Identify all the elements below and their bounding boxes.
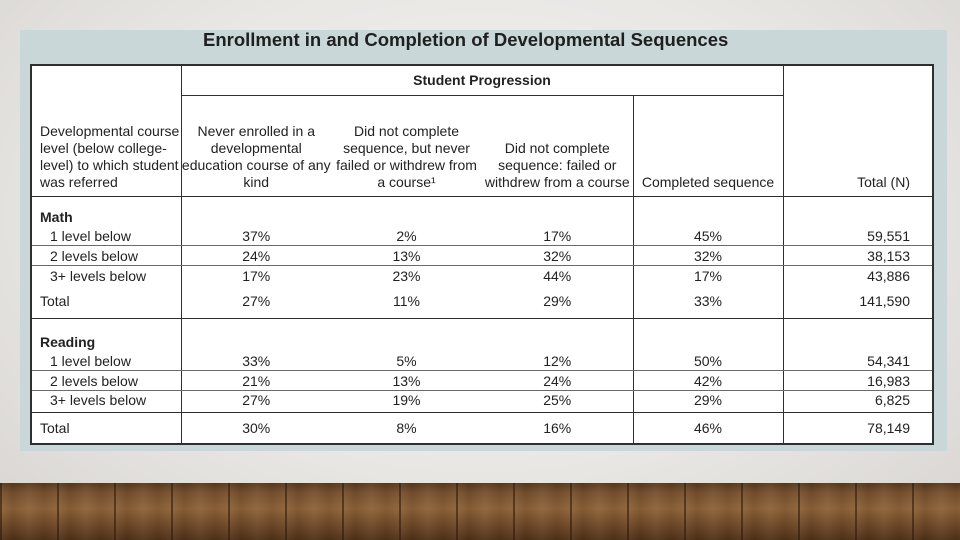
- table-row: 1 level below 37% 2% 17% 45% 59,551: [32, 226, 932, 246]
- header-student-progression: Student Progression: [180, 66, 783, 96]
- header-not-complete-failed: Did not complete sequence: failed or wit…: [482, 95, 633, 197]
- header-completed: Completed sequence: [632, 95, 783, 197]
- section-label-math: Math: [40, 209, 73, 225]
- table-row: 2 levels below 24% 13% 32% 32% 38,153: [32, 245, 932, 266]
- enrollment-table: Developmental course level (below colleg…: [30, 64, 934, 445]
- slide-title: Enrollment in and Completion of Developm…: [203, 29, 729, 50]
- header-course-level: Developmental course level (below colleg…: [32, 66, 181, 197]
- table-row: 2 levels below 21% 13% 24% 42% 16,983: [32, 370, 932, 391]
- table-row: 3+ levels below 17% 23% 44% 17% 43,886: [32, 265, 932, 285]
- table-row: 1 level below 33% 5% 12% 50% 54,341: [32, 351, 932, 371]
- header-not-complete-no-fail: Did not complete sequence, but never fai…: [331, 95, 482, 197]
- section-label-reading: Reading: [40, 334, 96, 350]
- table-row-total-math: Total 27% 11% 29% 33% 141,590: [32, 285, 932, 319]
- header-total-n: Total (N): [782, 66, 932, 197]
- table-row-total-reading: Total 30% 8% 16% 46% 78,149: [32, 412, 932, 443]
- wood-floor-background: [0, 483, 960, 540]
- table-row: 3+ levels below 27% 19% 25% 29% 6,825: [32, 390, 932, 413]
- header-never-enrolled: Never enrolled in a developmental educat…: [180, 95, 331, 197]
